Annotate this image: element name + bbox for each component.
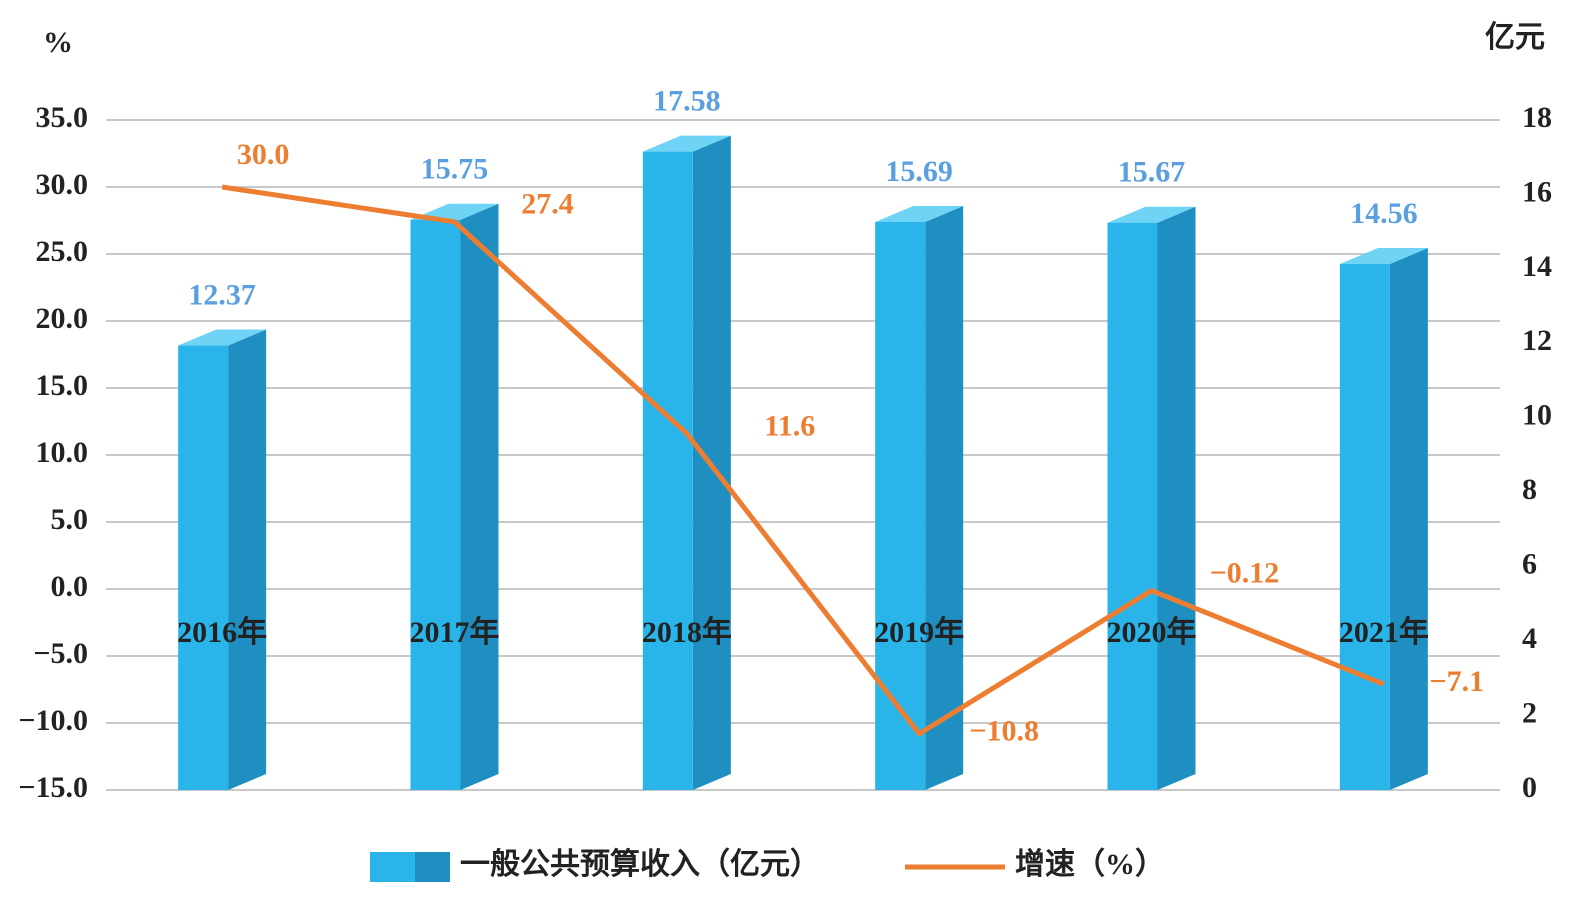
bar-side (925, 205, 964, 790)
bar (1107, 222, 1158, 790)
bar-top (1107, 206, 1196, 223)
legend-label: 一般公共预算收入（亿元） (460, 847, 820, 881)
bar-side (1389, 248, 1428, 791)
x-tick-label: 2021年 (1339, 616, 1429, 649)
bar-top (875, 205, 964, 222)
y2-unit: 亿元 (1485, 21, 1545, 54)
y-tick-label: 10.0 (36, 436, 89, 469)
y2-tick-label: 16 (1522, 175, 1552, 208)
y-tick-label: 15.0 (36, 369, 89, 402)
bar-side (1157, 206, 1196, 790)
bar-value-label: 15.69 (885, 155, 953, 188)
x-tick-label: 2019年 (874, 616, 964, 649)
legend-swatch (370, 852, 415, 882)
line-value-label: 27.4 (521, 188, 574, 221)
y2-tick-label: 10 (1522, 399, 1552, 432)
y2-tick-label: 2 (1522, 696, 1537, 729)
bar-side (228, 329, 267, 790)
bar-top (178, 329, 267, 346)
y-unit: % (43, 26, 73, 59)
bar-top (410, 203, 499, 220)
x-tick-label: 2018年 (642, 616, 732, 649)
x-tick-label: 2020年 (1107, 616, 1197, 649)
line-value-label: −10.8 (969, 715, 1039, 748)
x-tick-label: 2016年 (177, 616, 267, 649)
bar (410, 219, 461, 790)
bar (642, 151, 693, 791)
y-tick-label: 35.0 (36, 101, 89, 134)
y-tick-label: 0.0 (51, 570, 89, 603)
y2-tick-label: 18 (1522, 101, 1552, 134)
legend-label: 增速（%） (1015, 847, 1165, 881)
bar-value-label: 15.75 (421, 153, 489, 186)
line-value-label: −0.12 (1210, 556, 1280, 589)
y-tick-label: 25.0 (36, 235, 89, 268)
line-value-label: 11.6 (764, 409, 815, 442)
y2-tick-label: 12 (1522, 324, 1552, 357)
bar-top (1339, 248, 1428, 265)
x-tick-label: 2017年 (410, 616, 500, 649)
y-tick-label: −15.0 (18, 771, 88, 804)
line-value-label: −7.1 (1430, 665, 1485, 698)
y2-tick-label: 8 (1522, 473, 1537, 506)
bar (1339, 264, 1390, 790)
y-tick-label: −5.0 (33, 637, 88, 670)
y2-tick-label: 0 (1522, 771, 1537, 804)
bar (875, 221, 926, 790)
legend-swatch (415, 852, 450, 882)
y-tick-label: −10.0 (18, 704, 88, 737)
line-value-label: 30.0 (237, 138, 290, 171)
y-tick-label: 5.0 (51, 503, 89, 536)
bar-value-label: 15.67 (1118, 156, 1186, 189)
y2-tick-label: 6 (1522, 548, 1537, 581)
y2-tick-label: 14 (1522, 250, 1552, 283)
bar (178, 345, 229, 790)
bar-value-label: 12.37 (188, 278, 256, 311)
bar-side (460, 203, 499, 790)
y-tick-label: 20.0 (36, 302, 89, 335)
y2-tick-label: 4 (1522, 622, 1537, 655)
bar-value-label: 14.56 (1350, 197, 1418, 230)
bar-top (642, 135, 731, 152)
line (221, 184, 1385, 737)
y-tick-label: 30.0 (36, 168, 89, 201)
bar-value-label: 17.58 (653, 85, 721, 118)
